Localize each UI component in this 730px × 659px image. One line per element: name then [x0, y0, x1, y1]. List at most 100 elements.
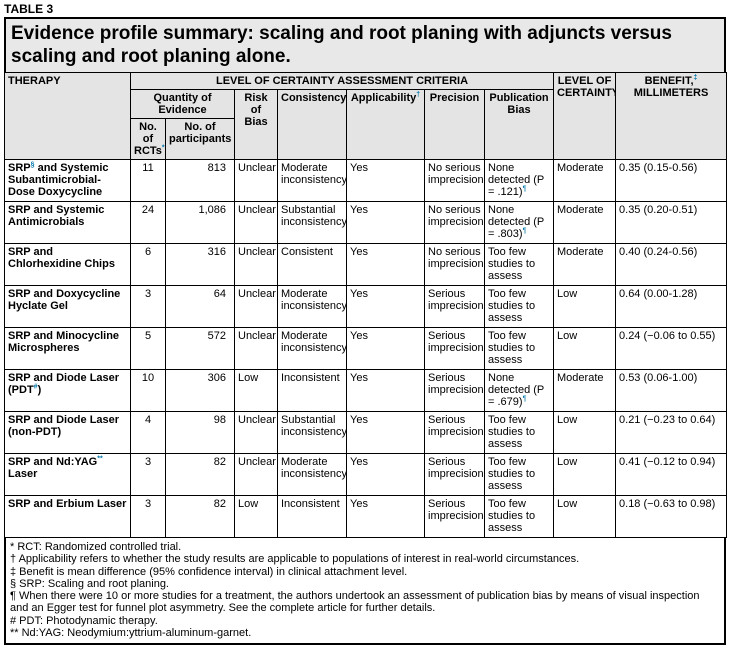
table-body: SRP§ and Systemic Subantimicrobial-Dose …: [4, 159, 728, 538]
footnote: ‡ Benefit is mean difference (95% confid…: [10, 565, 408, 578]
therapy-cell: SRP§ and Systemic Subantimicrobial-Dose …: [4, 159, 131, 202]
certainty-cell: Low: [553, 285, 617, 328]
header-cell: Precision: [424, 89, 485, 160]
publication-cell: Too few studies to assess: [483, 411, 555, 454]
participants-cell: 82: [165, 495, 235, 538]
risk-cell: Unclear: [234, 201, 278, 244]
therapy-cell: SRP and Diode Laser (PDT#): [4, 369, 131, 412]
precision-cell: Serious imprecision: [424, 495, 485, 538]
risk-cell: Unclear: [234, 243, 278, 286]
therapy-cell: SRP and Minocycline Microspheres: [4, 327, 131, 370]
benefit-cell: 0.35 (0.20-0.51): [615, 201, 728, 244]
header-cell: No. of RCTs*: [130, 118, 166, 160]
participants-cell: 82: [165, 453, 235, 496]
header-cell: Risk of Bias: [234, 89, 278, 160]
cell-text: BENEFIT,: [644, 75, 694, 87]
footnote-mark: ¶: [522, 185, 527, 193]
benefit-cell: 0.35 (0.15-0.56): [615, 159, 728, 202]
cell-text: MILLIMETERS: [633, 87, 709, 99]
participants-cell: 306: [165, 369, 235, 412]
therapy-cell: SRP and Nd:YAG** Laser: [4, 453, 131, 496]
publication-cell: Too few studies to assess: [483, 495, 555, 538]
consistency-cell: Moderate inconsistency: [277, 159, 347, 202]
header-cell: Publication Bias: [483, 89, 555, 160]
precision-cell: Serious imprecision: [424, 369, 485, 412]
applicability-cell: Yes: [346, 159, 425, 202]
table-row: SRP and Nd:YAG** Laser 3 82 Unclear Moderate…: [4, 453, 728, 496]
certainty-cell: Low: [553, 495, 617, 538]
cell-text: and Systemic Subantimicrobial-Dose Doxyc…: [8, 162, 109, 198]
certainty-cell: Low: [553, 327, 617, 370]
footnote-mark: *: [161, 144, 165, 152]
footnote-mark: ‡: [693, 74, 698, 82]
footnote: * RCT: Randomized controlled trial.: [10, 541, 182, 553]
cell-text: SRP: [8, 162, 31, 174]
header-cell: BENEFIT,‡ MILLIMETERS: [615, 72, 728, 160]
participants-cell: 64: [165, 285, 235, 328]
risk-cell: Low: [234, 369, 278, 412]
table-label: TABLE 3: [4, 2, 54, 16]
cell-text: None detected (P = .121): [488, 162, 545, 198]
certainty-cell: Moderate: [553, 243, 617, 286]
consistency-cell: Moderate inconsistency: [277, 285, 347, 328]
header-row: THERAPY LEVEL OF CERTAINTY ASSESSMENT CRI…: [4, 72, 728, 160]
header-cell: No. of participants: [165, 118, 235, 160]
header-cell: Consistency: [277, 89, 347, 160]
publication-cell: Too few studies to assess: [483, 453, 555, 496]
footnote-mark: §: [30, 161, 35, 169]
footnote-mark: †: [416, 91, 421, 99]
table-row: SRP and Diode Laser (non-PDT) 4 98 Unclear S…: [4, 411, 728, 454]
certainty-cell: Moderate: [553, 159, 617, 202]
rcts-cell: 4: [130, 411, 166, 454]
header-cell: Applicability†: [346, 89, 425, 160]
footnote: § SRP: Scaling and root planing.: [10, 577, 169, 590]
cell-text: Applicability: [350, 92, 417, 104]
footnote-mark: #: [33, 383, 38, 391]
precision-cell: Serious imprecision: [424, 411, 485, 454]
applicability-cell: Yes: [346, 201, 425, 244]
table-row: SRP§ and Systemic Subantimicrobial-Dose …: [4, 159, 728, 202]
consistency-cell: Substantial inconsistency: [277, 201, 347, 244]
rcts-cell: 3: [130, 285, 166, 328]
header-cell: THERAPY: [4, 72, 131, 160]
cell-text: None detected (P = .803): [488, 204, 545, 240]
benefit-cell: 0.40 (0.24-0.56): [615, 243, 728, 286]
header-row: No. of RCTs* No. of participants: [5, 118, 727, 160]
risk-cell: Unclear: [234, 327, 278, 370]
applicability-cell: Yes: [346, 411, 425, 454]
certainty-cell: Moderate: [553, 201, 617, 244]
table-row: SRP and Doxycycline Hyclate Gel 3 64 Unclea…: [4, 285, 728, 328]
precision-cell: No serious imprecision: [424, 243, 485, 286]
benefit-cell: 0.21 (−0.23 to 0.64): [615, 411, 728, 454]
rcts-cell: 10: [130, 369, 166, 412]
table-figure: TABLE 3 Evidence profile summary: scalin…: [4, 2, 728, 646]
precision-cell: No serious imprecision: [424, 201, 485, 244]
risk-cell: Unclear: [234, 159, 278, 202]
therapy-cell: SRP and Chlorhexidine Chips: [4, 243, 131, 286]
publication-cell: Too few studies to assess: [483, 285, 555, 328]
table-row: SRP and Chlorhexidine Chips 6 316 Unclear Co…: [4, 243, 728, 286]
footnote-mark: ¶: [522, 227, 527, 235]
publication-cell: Too few studies to assess: [483, 327, 555, 370]
header-cell: LEVEL OF CERTAINTY: [553, 72, 617, 160]
consistency-cell: Inconsistent: [277, 369, 347, 412]
rcts-cell: 3: [130, 453, 166, 496]
publication-cell: Too few studies to assess: [483, 243, 555, 286]
risk-cell: Unclear: [234, 411, 278, 454]
consistency-cell: Inconsistent: [277, 495, 347, 538]
footnote: ¶ When there were 10 or more studies for…: [10, 590, 700, 615]
participants-cell: 572: [165, 327, 235, 370]
footnote-mark: ¶: [522, 395, 527, 403]
benefit-cell: 0.24 (−0.06 to 0.55): [615, 327, 728, 370]
benefit-cell: 0.53 (0.06-1.00): [615, 369, 728, 412]
evidence-table: THERAPY LEVEL OF CERTAINTY ASSESSMENT CRI…: [4, 72, 728, 538]
publication-cell: None detected (P = .679)¶: [483, 369, 555, 412]
applicability-cell: Yes: [346, 453, 425, 496]
rcts-cell: 6: [130, 243, 166, 286]
applicability-cell: Yes: [346, 285, 425, 328]
benefit-cell: 0.18 (−0.63 to 0.98): [615, 495, 728, 538]
applicability-cell: Yes: [346, 495, 425, 538]
consistency-cell: Consistent: [277, 243, 347, 286]
certainty-cell: Low: [553, 411, 617, 454]
